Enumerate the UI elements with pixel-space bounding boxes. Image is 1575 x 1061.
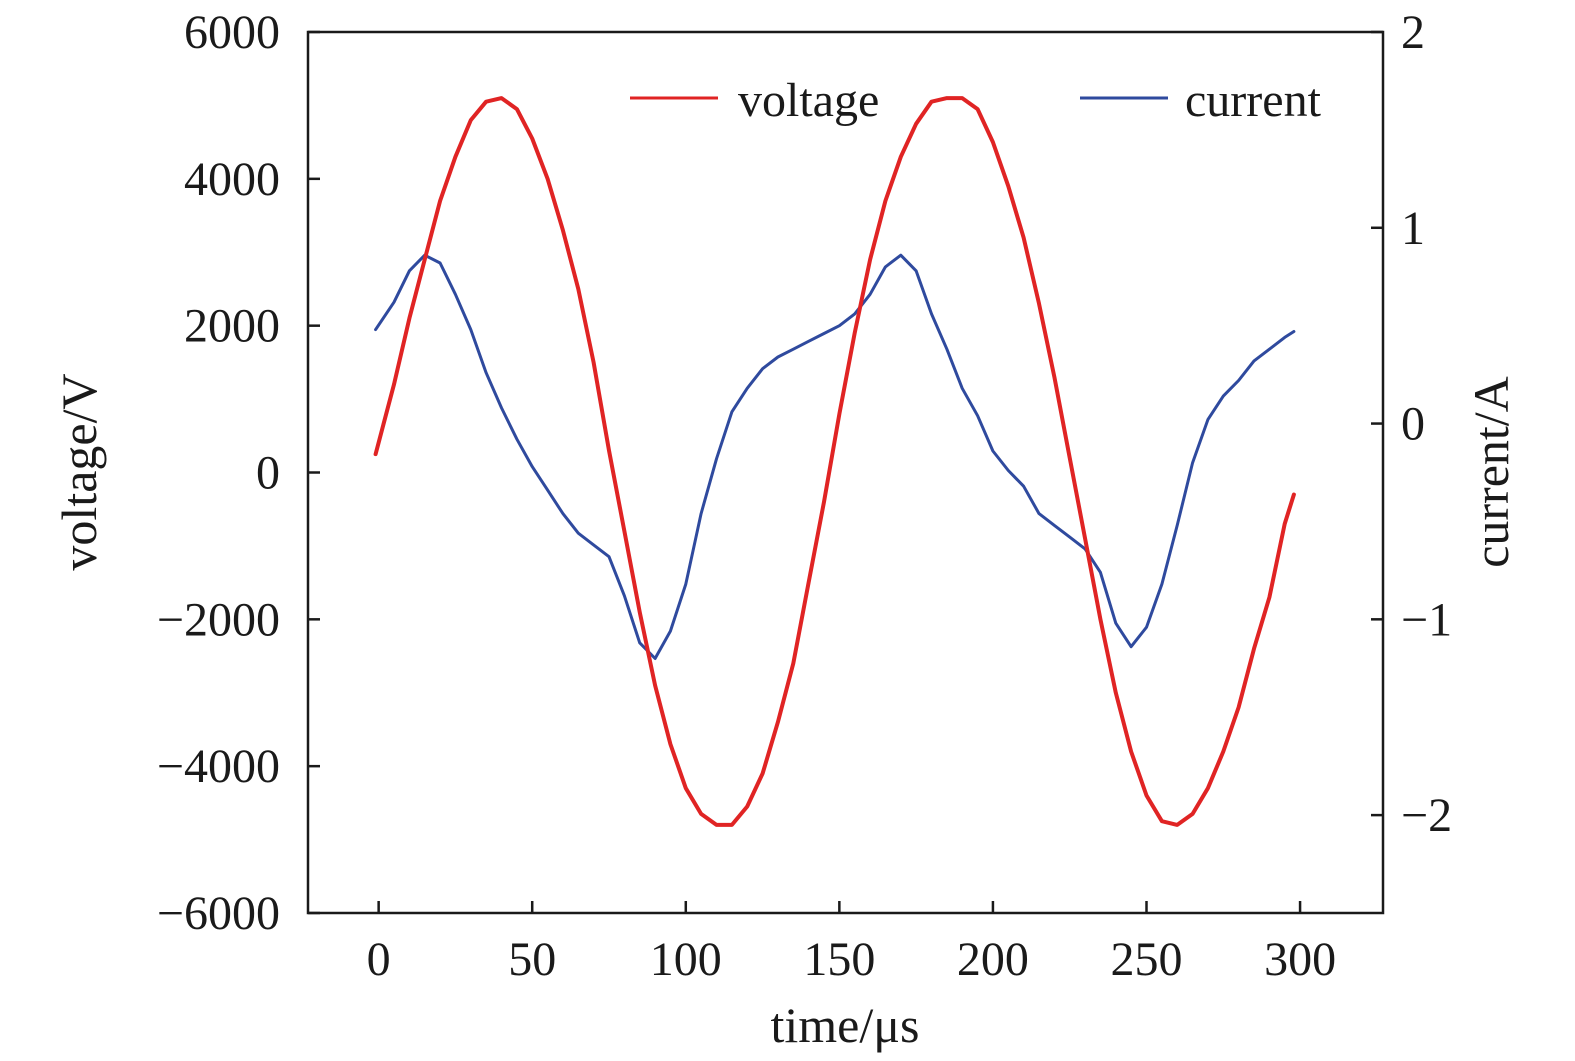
series-line-current — [374, 253, 1296, 660]
y2-tick-label: 2 — [1401, 6, 1425, 59]
legend-label-voltage: voltage — [738, 74, 879, 127]
y-tick-label: 4000 — [184, 153, 280, 206]
y-tick-label: −4000 — [157, 740, 280, 793]
x-tick-label: 300 — [1264, 933, 1336, 986]
x-tick-label: 100 — [650, 933, 722, 986]
x-tick-label: 150 — [803, 933, 875, 986]
y-tick-label: 2000 — [184, 300, 280, 353]
plot-series — [373, 96, 1296, 827]
y2-tick-label: −1 — [1401, 593, 1452, 646]
x-tick-label: 200 — [957, 933, 1029, 986]
y2-tick-label: 0 — [1401, 398, 1425, 451]
x-axis-title: time/μs — [770, 997, 919, 1053]
y-tick-label: −6000 — [157, 887, 280, 940]
series-line-voltage — [373, 96, 1296, 827]
x-tick-label: 50 — [508, 933, 556, 986]
plot-frame — [306, 30, 1385, 915]
y2-tick-label: 1 — [1401, 202, 1425, 255]
axis-ticks — [308, 30, 1383, 915]
x-tick-label: 0 — [367, 933, 391, 986]
x-tick-label: 250 — [1111, 933, 1183, 986]
y-tick-label: 0 — [256, 447, 280, 500]
y-axis-title: voltage/V — [51, 373, 107, 570]
y-tick-label: −2000 — [157, 593, 280, 646]
axis-tick-labels: 0 50 100 150 200 250 300 −6000 −4000 −2000 0 2000 40… — [157, 6, 1452, 986]
y2-axis-title: current/A — [1463, 376, 1519, 568]
legend-label-current: current — [1185, 74, 1322, 127]
y-tick-label: 6000 — [184, 6, 280, 59]
legend: voltage current — [630, 74, 1322, 127]
y2-tick-label: −2 — [1401, 789, 1452, 842]
